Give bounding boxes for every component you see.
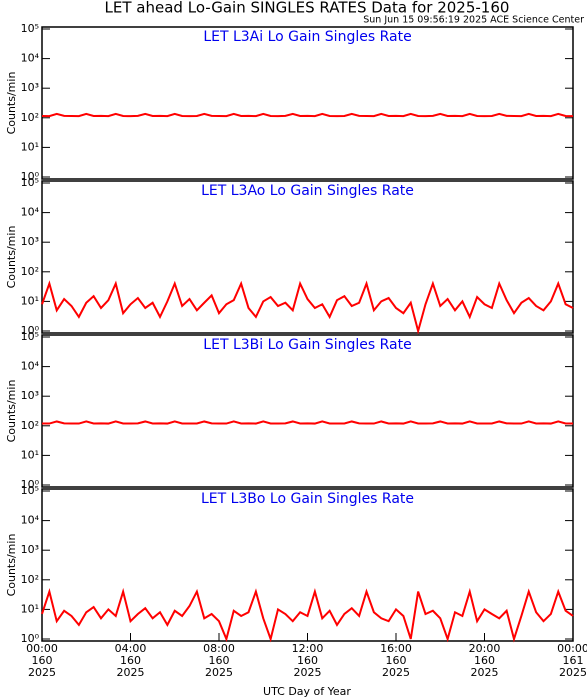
y-tick-label: 10⁵ [21,484,39,497]
x-tick-label: 20:00 160 2025 [468,642,501,679]
x-tick-label: 00:00 160 2025 [26,642,58,679]
y-tick-label: 10⁰ [21,478,40,491]
y-tick-label: 10⁴ [21,514,40,527]
y-tick-label: 10² [21,419,39,432]
y-tick-label: 10³ [21,543,39,556]
y-tick-label: 10³ [21,81,39,94]
y-axis-label: Counts/min [5,226,18,289]
chart-title: LET ahead Lo-Gain SINGLES RATES Data for… [105,0,510,17]
x-tick-label: 00:00 161 2025 [557,642,587,679]
plot-frame [41,180,574,334]
data-line [41,587,574,643]
x-tick-label: 12:00 160 2025 [291,642,324,679]
y-tick-label: 10³ [21,389,39,402]
y-tick-label: 10³ [21,235,39,248]
plot-frame [41,334,574,488]
y-tick-label: 10⁰ [21,632,40,645]
data-line [41,420,574,425]
x-tick-label: 08:00 160 2025 [203,642,235,679]
y-axis-label: Counts/min [5,380,18,443]
y-tick-label: 10⁴ [21,360,40,373]
y-tick-label: 10⁵ [21,22,39,35]
y-tick-label: 10¹ [21,448,39,461]
panel-title: LET L3Ai Lo Gain Singles Rate [203,29,411,45]
y-tick-label: 10² [21,573,39,586]
x-axis-label: UTC Day of Year [263,685,351,698]
panel-title: LET L3Bo Lo Gain Singles Rate [201,491,414,507]
y-tick-label: 10² [21,265,39,278]
x-tick-label: 16:00 160 2025 [380,642,412,679]
data-line [41,280,574,335]
panel-title: LET L3Bi Lo Gain Singles Rate [203,337,411,353]
y-tick-label: 10⁰ [21,324,40,337]
y-tick-label: 10⁰ [21,170,40,183]
y-tick-label: 10¹ [21,602,39,615]
y-tick-label: 10⁴ [21,206,40,219]
x-tick-label: 04:00 160 2025 [114,642,147,679]
y-tick-label: 10² [21,111,39,124]
data-line [41,112,574,118]
y-tick-label: 10⁵ [21,176,39,189]
chart-subtitle: Sun Jun 15 09:56:19 2025 ACE Science Cen… [363,15,584,26]
plot-frame [41,26,574,180]
panel-title: LET L3Ao Lo Gain Singles Rate [201,183,414,199]
plot-frame [41,488,574,642]
y-tick-label: 10⁵ [21,330,39,343]
y-tick-label: 10¹ [21,140,39,153]
y-axis-label: Counts/min [5,72,18,135]
y-axis-label: Counts/min [5,534,18,597]
y-tick-label: 10⁴ [21,52,40,65]
y-tick-label: 10¹ [21,294,39,307]
